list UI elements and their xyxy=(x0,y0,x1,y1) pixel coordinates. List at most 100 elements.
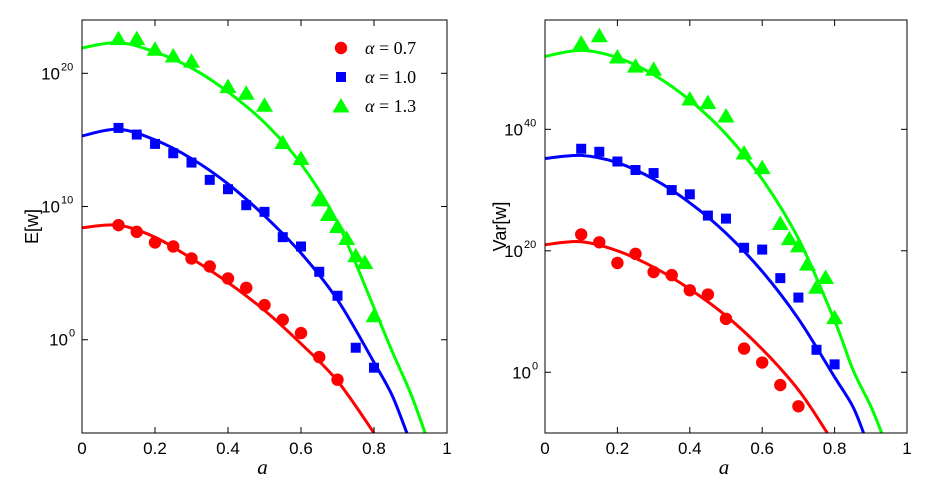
data-point-s3-3 xyxy=(146,41,164,56)
data-point-s2-5 xyxy=(648,168,659,179)
data-point-s2-3 xyxy=(150,138,160,149)
data-point-s2-12 xyxy=(775,273,786,284)
x-tick-label: 0.4 xyxy=(678,439,702,458)
data-point-s3-5 xyxy=(183,53,200,68)
data-point-s1-10 xyxy=(276,313,289,326)
data-point-s2-8 xyxy=(702,210,713,221)
data-point-s3-11 xyxy=(771,215,789,230)
x-axis-label: a xyxy=(719,455,730,479)
data-point-s3-16 xyxy=(817,269,835,285)
data-point-s3-1 xyxy=(110,30,127,46)
data-point-s1-13 xyxy=(792,400,805,413)
data-point-s1-8 xyxy=(240,281,253,294)
data-point-s3-9 xyxy=(735,145,753,160)
fit-line-series-2 xyxy=(545,153,865,433)
data-point-s3-8 xyxy=(256,97,273,112)
data-point-s2-13 xyxy=(793,292,804,303)
data-point-s2-2 xyxy=(131,129,142,140)
data-point-s2-8 xyxy=(241,200,252,211)
data-point-s2-10 xyxy=(739,242,750,253)
data-point-s2-6 xyxy=(666,185,677,196)
data-point-s2-1 xyxy=(576,143,587,154)
data-point-s3-13 xyxy=(789,237,807,253)
data-point-s2-14 xyxy=(811,344,822,355)
data-point-s2-13 xyxy=(332,290,343,301)
data-point-s2-14 xyxy=(350,342,361,353)
data-point-s1-7 xyxy=(683,284,696,297)
data-point-s1-3 xyxy=(611,256,624,270)
fit-line-series-1 xyxy=(82,223,376,433)
data-point-s2-15 xyxy=(829,359,840,370)
data-point-s3-14 xyxy=(338,230,356,245)
y-tick-label: 10 xyxy=(512,363,531,382)
data-point-s3-15 xyxy=(808,279,825,294)
x-tick-label: 0 xyxy=(540,439,549,458)
legend-marker-2 xyxy=(336,72,346,82)
data-point-s3-12 xyxy=(780,230,798,246)
y-tick-label: 10 xyxy=(41,198,60,217)
data-point-s1-13 xyxy=(331,373,344,386)
y-tick-exponent: 20 xyxy=(524,239,536,251)
data-point-s1-7 xyxy=(221,272,235,285)
legend-marker-3 xyxy=(332,98,350,113)
data-point-s1-9 xyxy=(258,298,271,312)
data-point-s3-13 xyxy=(329,218,346,233)
data-point-s3-8 xyxy=(717,107,735,123)
y-axis-label: Var[w] xyxy=(490,202,510,252)
data-point-s3-17 xyxy=(826,309,844,325)
data-point-s3-2 xyxy=(128,30,146,46)
data-point-s2-7 xyxy=(223,184,233,195)
y-tick-label: 10 xyxy=(49,331,68,350)
y-tick-exponent: 0 xyxy=(69,328,75,340)
data-point-s3-6 xyxy=(219,78,237,94)
y-tick-exponent: 40 xyxy=(524,117,536,129)
data-point-s3-17 xyxy=(365,307,383,323)
data-point-s2-2 xyxy=(594,146,605,157)
data-point-s1-5 xyxy=(185,252,198,265)
x-tick-label: 0.4 xyxy=(216,439,240,458)
legend-marker-1 xyxy=(334,41,348,55)
data-point-s1-4 xyxy=(167,240,180,253)
data-point-s3-16 xyxy=(356,254,374,269)
data-point-s2-5 xyxy=(186,157,197,168)
x-tick-label: 0.8 xyxy=(823,439,847,458)
data-point-s1-2 xyxy=(593,236,606,249)
data-point-s1-10 xyxy=(737,342,751,355)
data-point-s2-11 xyxy=(757,244,768,255)
data-point-s2-7 xyxy=(684,189,695,200)
legend-label-3: α = 1.3 xyxy=(365,96,416,116)
data-point-s3-3 xyxy=(608,49,626,64)
data-point-s1-11 xyxy=(756,356,769,369)
data-point-s3-7 xyxy=(237,85,255,100)
x-tick-label: 0.6 xyxy=(289,439,313,458)
data-point-s3-10 xyxy=(753,159,771,175)
y-tick-exponent: 0 xyxy=(532,360,538,372)
data-point-s1-4 xyxy=(629,247,642,261)
data-point-s2-1 xyxy=(113,122,124,133)
data-point-s3-1 xyxy=(572,35,590,50)
axes-frame xyxy=(81,19,448,434)
data-point-s3-4 xyxy=(627,58,644,73)
data-point-s2-9 xyxy=(259,206,270,217)
data-point-s1-1 xyxy=(575,228,588,241)
data-point-s3-6 xyxy=(681,90,699,106)
data-point-s1-11 xyxy=(294,326,308,340)
data-point-s3-7 xyxy=(699,94,717,110)
x-tick-label: 0 xyxy=(77,439,86,458)
data-point-s2-3 xyxy=(612,156,623,167)
data-point-s2-9 xyxy=(721,213,731,224)
y-tick-label: 10 xyxy=(504,120,523,139)
data-point-s3-2 xyxy=(590,27,608,43)
data-point-s2-6 xyxy=(204,174,215,185)
legend-label-1: α = 0.7 xyxy=(365,38,416,58)
axes-frame xyxy=(544,19,908,434)
data-point-s3-12 xyxy=(319,206,337,222)
data-point-s1-8 xyxy=(701,288,715,301)
data-point-s3-11 xyxy=(310,191,328,207)
data-point-s1-6 xyxy=(665,268,678,282)
data-point-s1-12 xyxy=(774,378,787,392)
legend: α = 0.7 α = 1.0 α = 1.3 xyxy=(332,38,416,116)
x-tick-label: 1 xyxy=(442,439,451,458)
